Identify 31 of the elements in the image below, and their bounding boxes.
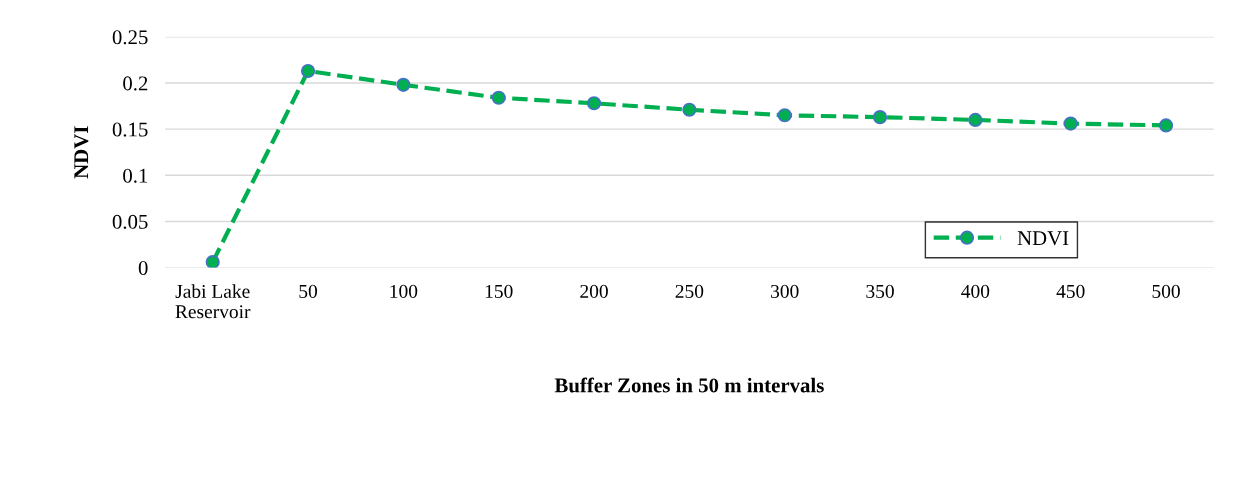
- x-tick-label: 100: [390, 284, 418, 298]
- point: [1158, 118, 1174, 133]
- point: [300, 63, 316, 79]
- x-tick-label: 150: [485, 284, 513, 298]
- point: [682, 102, 697, 117]
- y-tick-label: 0: [138, 260, 148, 276]
- point: [872, 110, 888, 125]
- x-axis-title: Buffer Zones in 50 m intervals: [554, 377, 824, 393]
- point: [777, 108, 792, 123]
- x-tick-label: 500: [1152, 284, 1180, 298]
- x-tick-label: 50: [299, 284, 318, 298]
- x-tick-label: 350: [866, 284, 894, 298]
- point: [1063, 116, 1078, 131]
- x-tick-label: 400: [961, 284, 990, 298]
- x-tick-label: 300: [771, 284, 799, 298]
- x-tick-label: Jabi Lake Reservoir: [175, 284, 251, 319]
- y-tick-label: 0.1: [123, 168, 148, 183]
- y-tick-label: 0.2: [123, 76, 148, 91]
- point: [491, 90, 506, 105]
- y-axis-title: NDVI: [74, 126, 89, 179]
- y-tick-label: 0.05: [112, 214, 148, 229]
- x-tick-label: 450: [1056, 284, 1085, 298]
- x-tick-label: 200: [580, 284, 608, 298]
- point: [205, 254, 220, 268]
- point: [396, 77, 411, 92]
- y-tick-label: 0.25: [112, 30, 148, 45]
- y-tick-label: 0.15: [112, 122, 148, 137]
- point: [968, 112, 983, 127]
- x-tick-label: 250: [675, 284, 704, 298]
- point: [586, 96, 602, 111]
- legend-label: NDVI: [1017, 231, 1069, 246]
